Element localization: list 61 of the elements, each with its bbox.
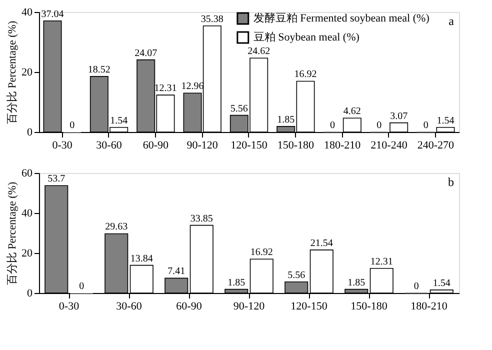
annotation: b xyxy=(448,175,454,189)
data-label: 1.54 xyxy=(432,278,450,289)
x-tick-label: 60-90 xyxy=(176,300,202,312)
x-tick-label: 120-150 xyxy=(290,300,328,312)
x-tick-label: 90-120 xyxy=(186,140,218,152)
data-label: 0 xyxy=(330,120,336,131)
data-label: 12.96 xyxy=(181,81,204,92)
y-tick-label: 20 xyxy=(22,248,33,260)
y-tick-label: 40 xyxy=(22,208,33,220)
data-label: 29.63 xyxy=(105,222,128,233)
data-label: 16.92 xyxy=(294,69,317,80)
data-label: 1.85 xyxy=(348,277,366,288)
data-label: 24.07 xyxy=(134,48,158,59)
x-tick-label: 150-180 xyxy=(277,140,314,152)
data-label: 13.84 xyxy=(130,253,153,264)
data-label: 3.07 xyxy=(390,110,408,122)
data-label: 0 xyxy=(70,120,75,131)
data-label: 16.92 xyxy=(250,247,273,258)
y-tick-label: 60 xyxy=(22,168,33,180)
x-tick-label: 240-270 xyxy=(417,140,454,152)
data-label: 0 xyxy=(376,120,382,131)
x-tick-label: 30-60 xyxy=(96,140,122,152)
data-label: 1.54 xyxy=(436,115,454,126)
data-label: 21.54 xyxy=(310,238,333,249)
data-label: 0 xyxy=(79,281,84,292)
x-tick-label: 180-210 xyxy=(324,140,362,152)
x-tick-label: 120-150 xyxy=(230,140,268,152)
x-tick-label: 0-30 xyxy=(58,300,80,312)
x-tick-label: 150-180 xyxy=(350,300,388,312)
y-tick-label: 20 xyxy=(22,66,33,78)
x-tick-label: 60-90 xyxy=(142,140,169,152)
data-label: 35.38 xyxy=(200,14,224,25)
y-axis-title: 百分比 Percentage (%) xyxy=(6,20,18,124)
x-tick-label: 30-60 xyxy=(116,300,142,312)
data-label: 5.56 xyxy=(288,270,306,281)
y-tick-label: 0 xyxy=(27,126,33,138)
data-label: 53.7 xyxy=(48,174,66,185)
y-axis-title: 百分比 Percentage (%) xyxy=(6,182,18,286)
data-label: 0 xyxy=(414,281,419,292)
data-label: 1.85 xyxy=(228,277,246,288)
x-tick-label: 180-210 xyxy=(410,300,448,312)
x-tick-label: 0-30 xyxy=(52,140,73,152)
data-label: 37.04 xyxy=(41,8,64,20)
data-label: 33.85 xyxy=(190,213,213,224)
data-label: 5.56 xyxy=(230,103,248,114)
y-tick-label: 0 xyxy=(27,288,33,300)
data-label: 12.31 xyxy=(370,256,393,268)
data-label: 7.41 xyxy=(168,266,186,278)
data-label: 24.62 xyxy=(248,46,270,58)
data-label: 18.52 xyxy=(88,64,110,76)
annotation: a xyxy=(448,14,455,28)
data-label: 1.85 xyxy=(277,114,295,126)
y-tick-label: 40 xyxy=(22,6,33,18)
x-tick-label: 210-240 xyxy=(370,140,408,152)
data-label: 0 xyxy=(423,120,428,131)
legend-label: 豆粕 Soybean meal (%) xyxy=(253,32,360,44)
data-label: 12.31 xyxy=(154,83,177,94)
data-label: 1.54 xyxy=(110,115,128,126)
x-tick-label: 90-120 xyxy=(233,300,266,312)
data-label: 4.62 xyxy=(343,106,361,118)
legend-label: 发酵豆粕 Fermented soybean meal (%) xyxy=(253,12,430,24)
